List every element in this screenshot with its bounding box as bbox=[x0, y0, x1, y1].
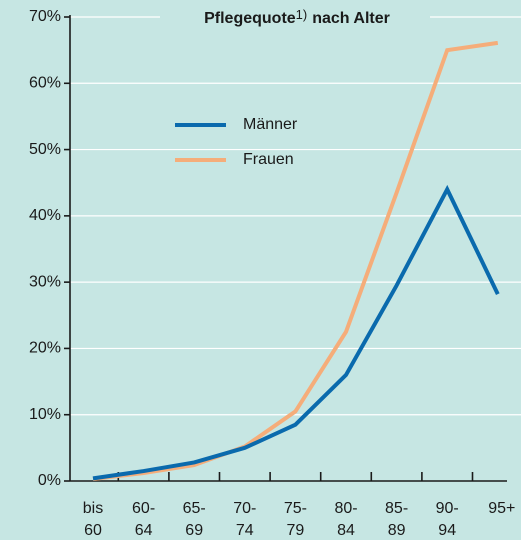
x-tick-label: 94 bbox=[438, 522, 456, 539]
x-tick-label: 79 bbox=[287, 522, 305, 539]
y-tick-label: 40% bbox=[29, 207, 61, 224]
x-tick-label: 69 bbox=[185, 522, 203, 539]
y-tick-label: 60% bbox=[29, 75, 61, 92]
y-tick-label: 10% bbox=[29, 406, 61, 423]
chart-title: Pflegequote1) nach Alter bbox=[204, 7, 390, 27]
x-tick-label: 70- bbox=[233, 500, 256, 517]
y-tick-label: 30% bbox=[29, 273, 61, 290]
x-tick-label: 90- bbox=[436, 500, 459, 517]
x-tick-label: bis bbox=[83, 500, 103, 517]
x-tick-label: 65- bbox=[183, 500, 206, 517]
x-tick-label: 85- bbox=[385, 500, 408, 517]
title-part: nach Alter bbox=[312, 10, 390, 27]
x-tick-label: 64 bbox=[135, 522, 153, 539]
title-part: 1) bbox=[296, 7, 308, 22]
line-series bbox=[92, 184, 500, 481]
title-box bbox=[160, 4, 430, 32]
y-tick-label: 20% bbox=[29, 340, 61, 357]
x-tick-label: 80- bbox=[334, 500, 357, 517]
x-tick-label: 60 bbox=[84, 522, 102, 539]
y-tick-label: 0% bbox=[38, 472, 61, 489]
x-tick-label: 60- bbox=[132, 500, 155, 517]
legend-label: Männer bbox=[243, 116, 298, 133]
y-tick-label: 50% bbox=[29, 141, 61, 158]
legend-label: Frauen bbox=[243, 151, 294, 168]
x-tick-label: 95+ bbox=[488, 500, 515, 517]
x-tick-label: 89 bbox=[388, 522, 406, 539]
x-tick-label: 74 bbox=[236, 522, 254, 539]
title-part: Pflegequote bbox=[204, 10, 296, 27]
line-series bbox=[92, 40, 499, 481]
x-tick-label: 75- bbox=[284, 500, 307, 517]
y-tick-label: 70% bbox=[29, 8, 61, 25]
x-tick-label: 84 bbox=[337, 522, 355, 539]
